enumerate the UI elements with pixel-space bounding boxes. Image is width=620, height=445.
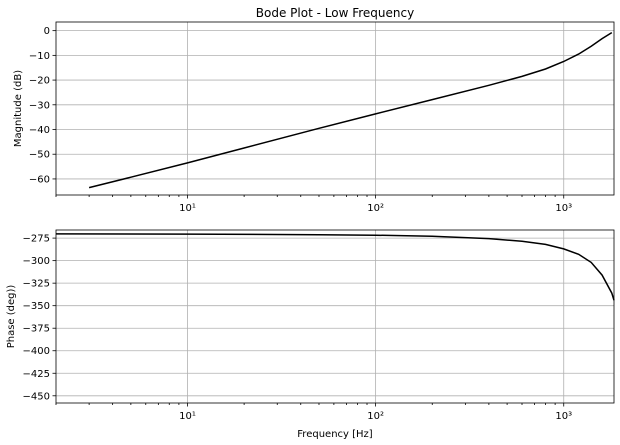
y-tick-label: −450 xyxy=(23,391,50,402)
y-tick-label: −325 xyxy=(23,279,50,290)
y-tick-label: −40 xyxy=(29,125,50,136)
y-tick-label: −400 xyxy=(23,346,50,357)
y-tick-label: −275 xyxy=(23,234,50,245)
y-tick-label: −10 xyxy=(29,51,50,62)
y-tick-label: 0 xyxy=(44,26,50,37)
x-tick-label: 10¹ xyxy=(179,411,196,422)
x-tick-label: 10² xyxy=(367,411,384,422)
plot-frame xyxy=(55,229,615,404)
y-axis-title: Phase (deg)) xyxy=(6,285,17,349)
phase-curve xyxy=(55,233,615,301)
y-tick-label: −425 xyxy=(23,369,50,380)
y-tick-label: −300 xyxy=(23,256,50,267)
plot-frame xyxy=(55,21,615,196)
x-tick-label: 10² xyxy=(367,203,384,214)
y-tick-label: −30 xyxy=(29,100,50,111)
y-tick-label: −20 xyxy=(29,76,50,87)
x-tick-label: 10³ xyxy=(555,411,572,422)
y-tick-label: −375 xyxy=(23,324,50,335)
x-tick-label: 10³ xyxy=(555,203,572,214)
x-axis-title: Frequency [Hz] xyxy=(297,429,373,440)
y-axis-title: Magnitude (dB) xyxy=(13,70,24,147)
magnitude-curve xyxy=(88,31,613,189)
chart-title: Bode Plot - Low Frequency xyxy=(256,6,414,20)
y-tick-label: −60 xyxy=(29,174,50,185)
y-tick-label: −50 xyxy=(29,150,50,161)
x-tick-label: 10¹ xyxy=(179,203,196,214)
phase-panel: 10¹ 10² 10³ −275 −300 −325 −350 −375 −400 −425 −45… xyxy=(6,229,615,440)
magnitude-panel: 10¹ 10² 10³ 0 −10 −20 −30 −40 −50 −60 Bode Plot - … xyxy=(13,6,615,214)
y-tick-label: −350 xyxy=(23,301,50,312)
